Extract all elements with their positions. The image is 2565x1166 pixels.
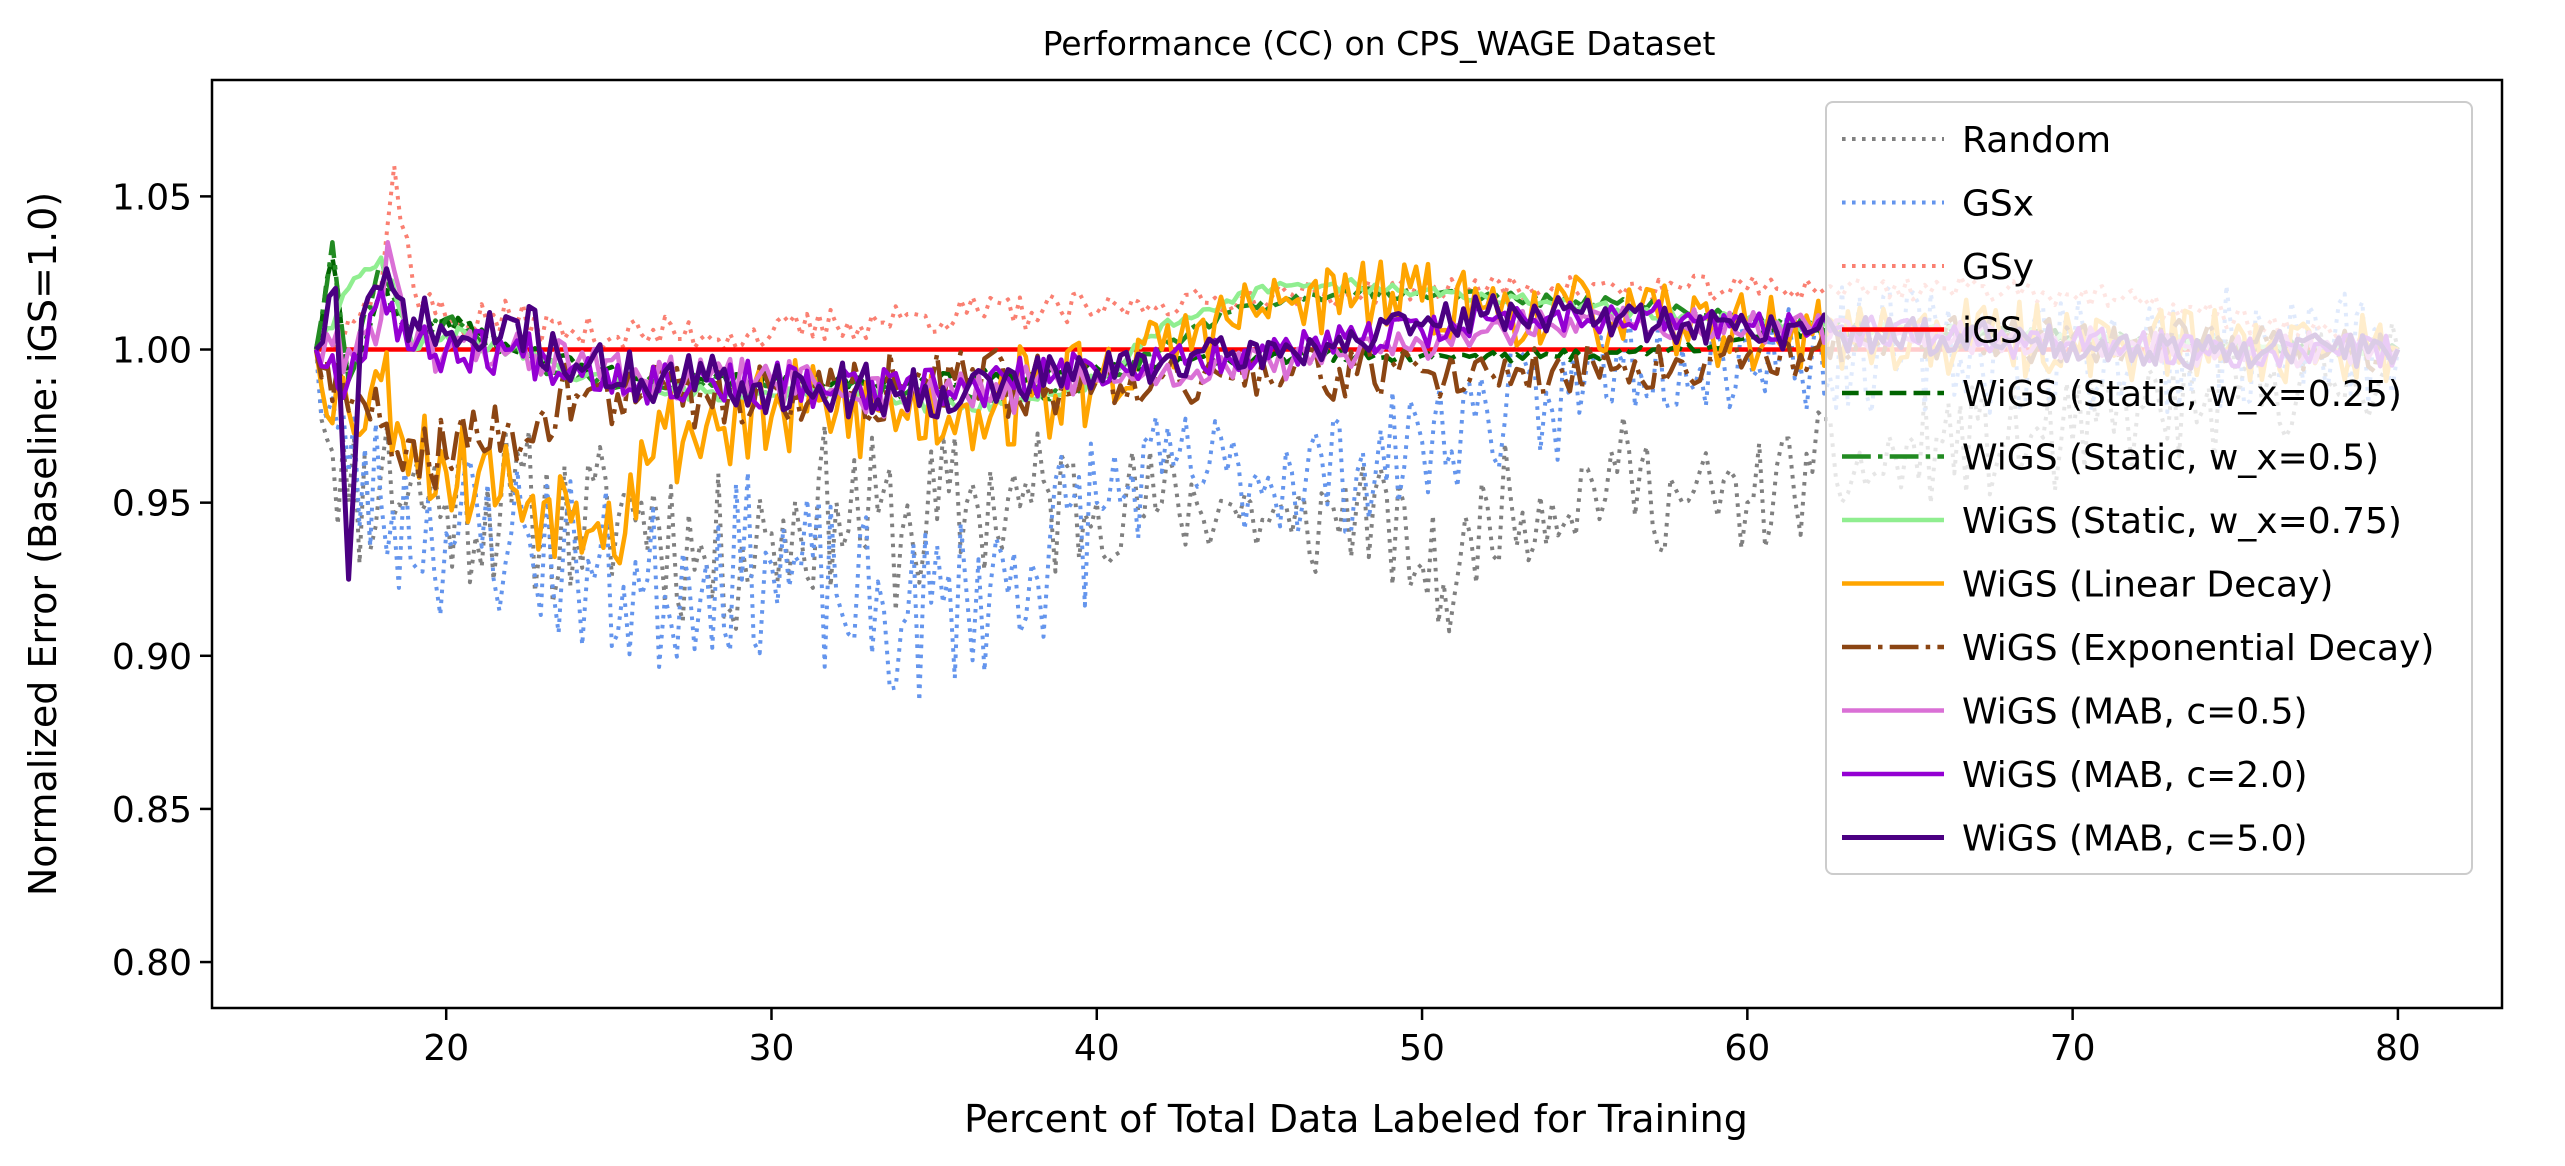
x-tick-label: 80 (2375, 1028, 2421, 1069)
legend-box (1825, 101, 2473, 875)
x-tick-label: 40 (1074, 1028, 1120, 1069)
y-tick-label: 0.80 (112, 943, 192, 984)
y-tick-label: 1.05 (112, 177, 192, 218)
y-tick-label: 0.85 (112, 790, 192, 831)
chart-title: Performance (CC) on CPS_WAGE Dataset (1043, 24, 1716, 63)
y-tick-label: 1.00 (112, 331, 192, 372)
legend-label: iGS (1962, 311, 2023, 352)
legend-label: WiGS (MAB, c=0.5) (1962, 692, 2308, 733)
x-tick-label: 30 (749, 1028, 795, 1069)
legend-label: WiGS (Exponential Decay) (1962, 628, 2434, 669)
x-axis: 20 30 40 50 60 70 80 (423, 1008, 2421, 1069)
series-line-random (314, 321, 2400, 634)
legend-label: Random (1962, 120, 2111, 161)
x-tick-label: 50 (1399, 1028, 1445, 1069)
y-axis-label: Normalized Error (Baseline: iGS=1.0) (21, 192, 65, 896)
x-tick-label: 60 (1724, 1028, 1770, 1069)
legend: Random GSx GSy iGS WiGS (Static, w_x=0.25) Wi… (1825, 101, 2473, 875)
y-axis: 0.80 0.85 0.90 0.95 1.00 1.05 (112, 177, 212, 984)
legend-label: WiGS (Static, w_x=0.5) (1962, 438, 2379, 479)
x-tick-label: 20 (423, 1028, 469, 1069)
y-tick-label: 0.90 (112, 637, 192, 678)
legend-label: WiGS (Static, w_x=0.75) (1962, 501, 2402, 542)
legend-label: WiGS (Linear Decay) (1962, 565, 2333, 606)
x-axis-label: Percent of Total Data Labeled for Traini… (964, 1097, 1748, 1141)
legend-label: WiGS (Static, w_x=0.25) (1962, 374, 2402, 415)
x-tick-label: 70 (2050, 1028, 2096, 1069)
plot-frame (210, 78, 2504, 1010)
legend-label: GSy (1962, 247, 2034, 288)
legend-label: GSx (1962, 184, 2034, 225)
legend-label: WiGS (MAB, c=5.0) (1962, 819, 2308, 860)
y-tick-label: 0.95 (112, 484, 192, 525)
legend-label: WiGS (MAB, c=2.0) (1962, 755, 2308, 796)
